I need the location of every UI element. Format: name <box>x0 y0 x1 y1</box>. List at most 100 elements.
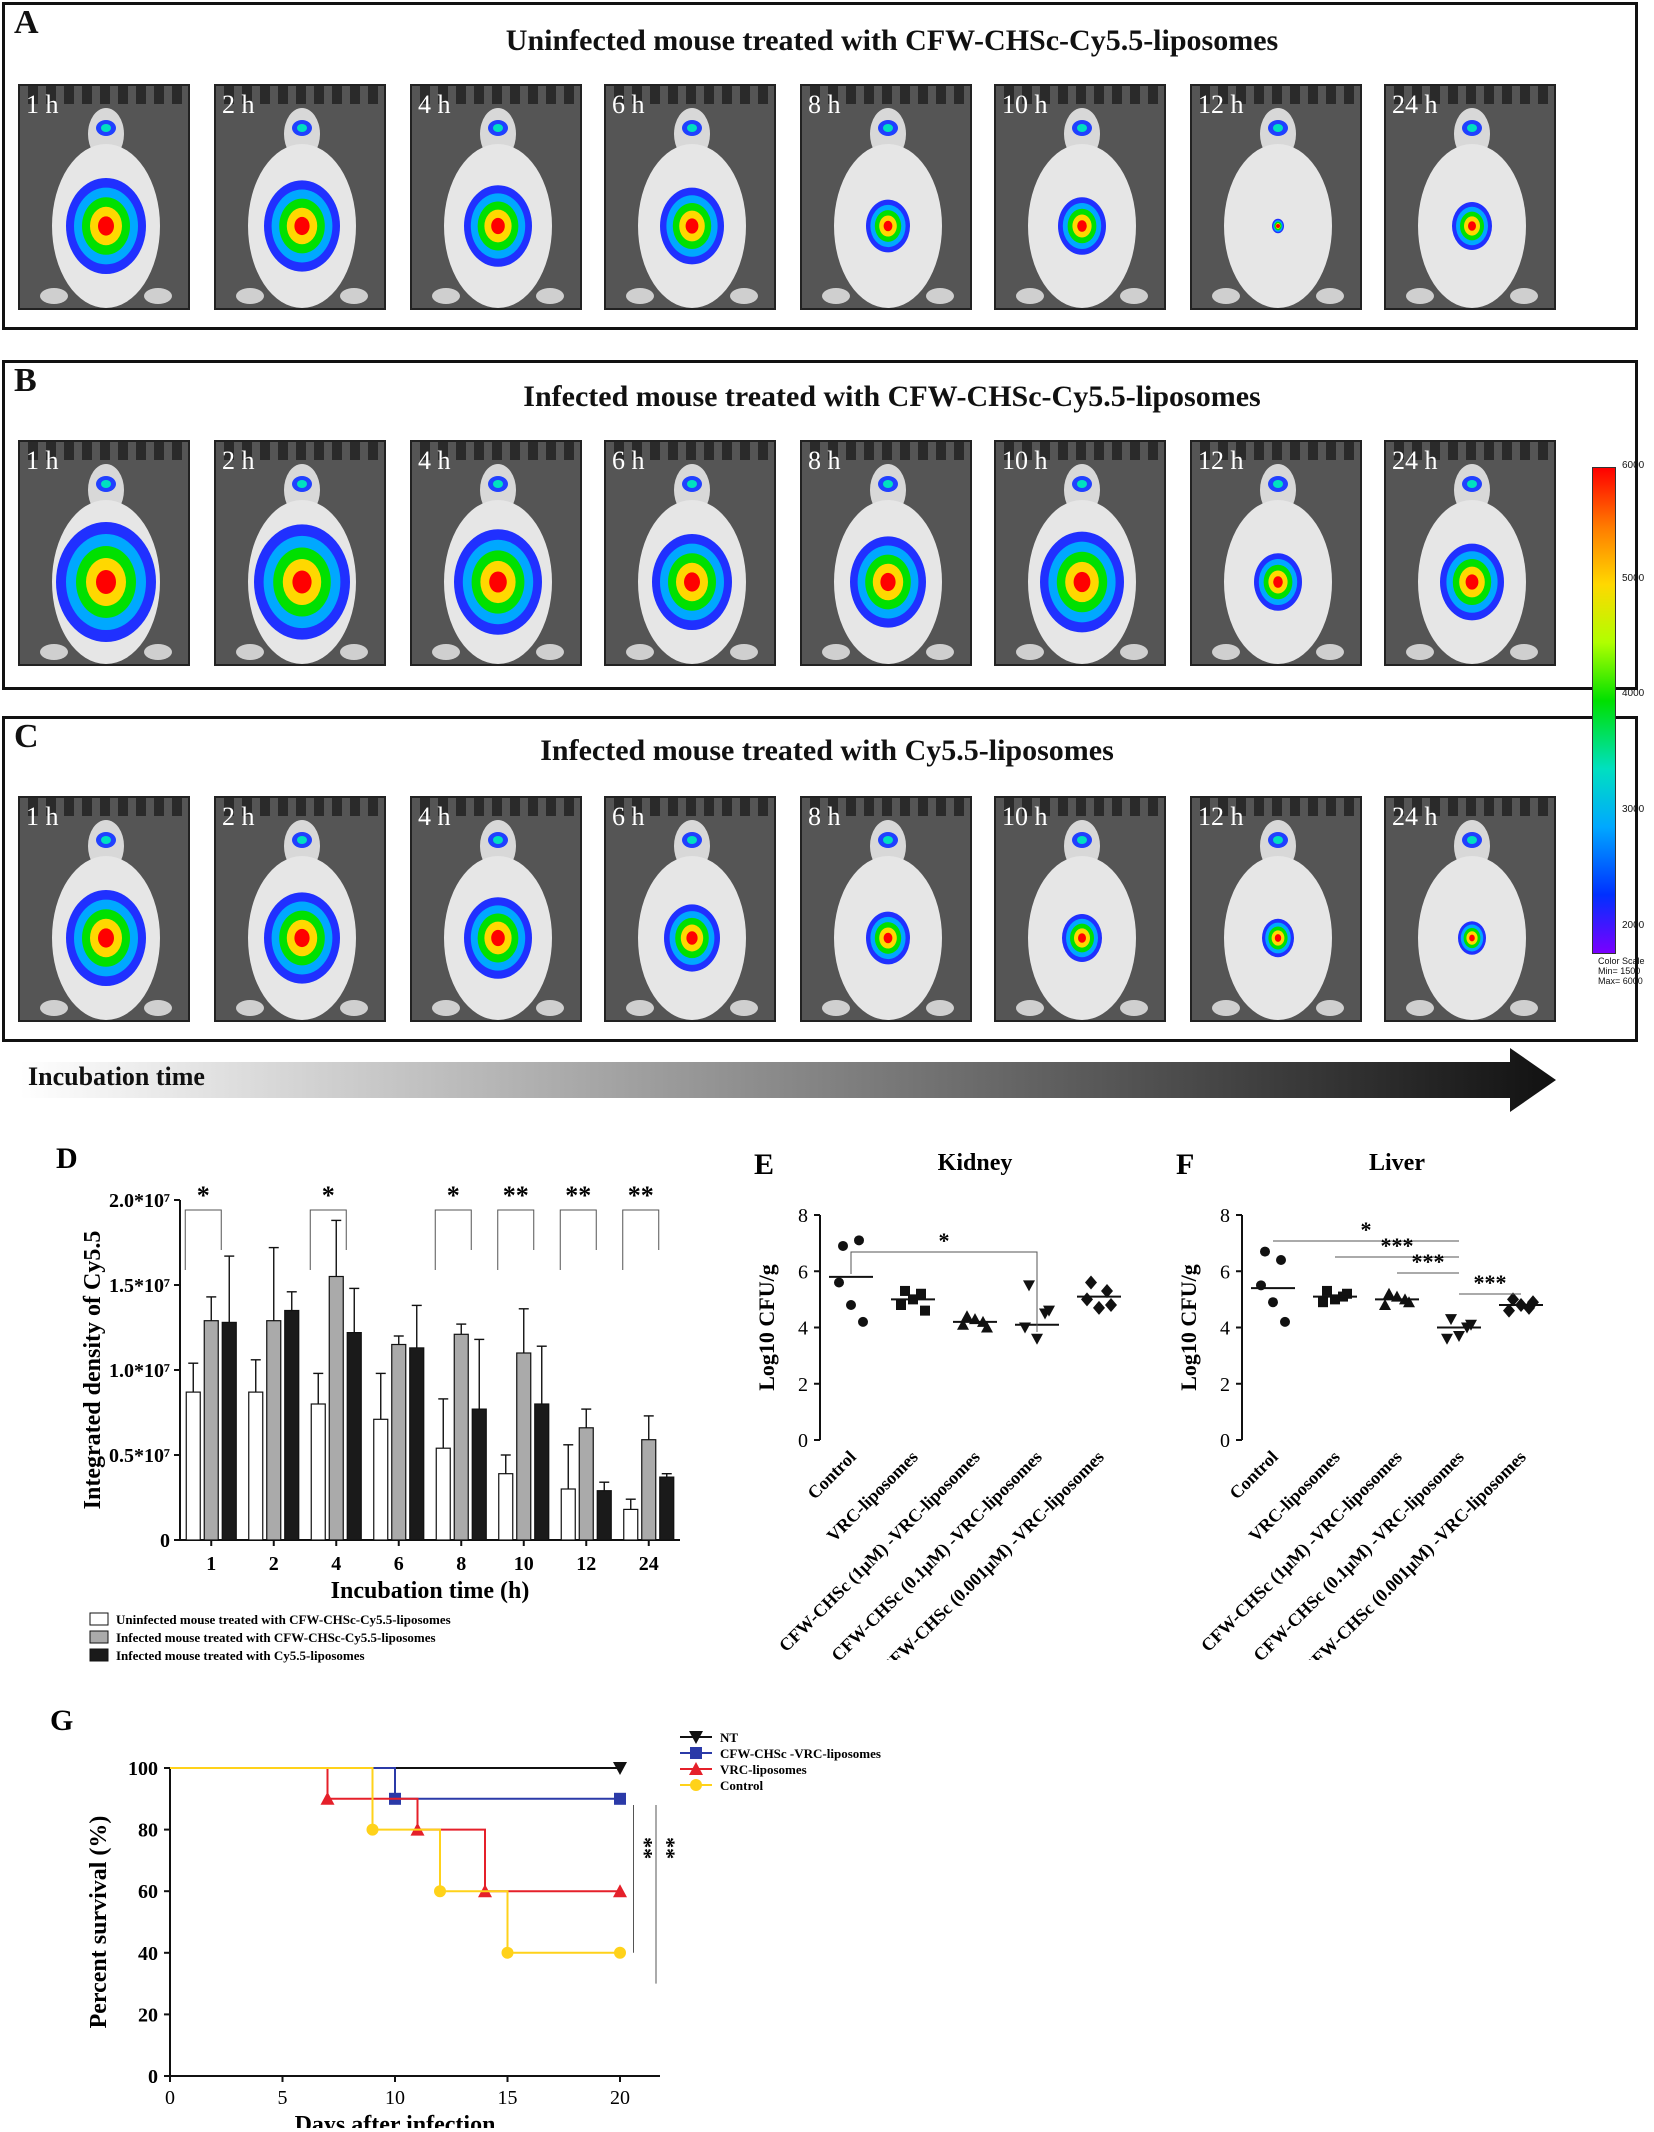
bar <box>328 1275 344 1541</box>
cage-bar <box>154 86 164 104</box>
cage-bar <box>1326 442 1336 460</box>
cage-bar <box>1040 86 1050 104</box>
mouse-image <box>1004 798 1158 1020</box>
mouse-image <box>28 86 182 308</box>
cage-bar <box>64 86 74 104</box>
time-label: 12 h <box>1198 90 1244 119</box>
cage-bar <box>224 798 234 816</box>
mouse-paw <box>730 644 758 660</box>
mouse-paw <box>1212 644 1240 660</box>
imaging-frame: 4 h <box>410 84 582 310</box>
cage-bar <box>900 798 910 816</box>
cage-bar <box>528 442 538 460</box>
mouse-paw <box>144 288 172 304</box>
data-point <box>366 1823 379 1836</box>
data-point <box>1260 1246 1270 1257</box>
significance-bracket <box>622 1209 660 1270</box>
x-tick-label: 1 <box>206 1553 216 1575</box>
signal-body <box>1273 576 1283 588</box>
significance-star: ** <box>633 1837 658 1859</box>
cage-bar <box>1394 798 1404 816</box>
imaging-frame: 8 h <box>800 440 972 666</box>
signal-body <box>883 220 893 232</box>
cage-bar <box>1076 86 1086 104</box>
cage-bar <box>1466 442 1476 460</box>
cage-bar <box>242 86 252 104</box>
cage-bar <box>474 798 484 816</box>
imaging-frame: 1 h <box>18 796 190 1022</box>
bar <box>203 1320 219 1541</box>
bar <box>659 1476 675 1541</box>
cage-bar <box>46 86 56 104</box>
cage-bar <box>1148 442 1158 460</box>
colorbar-min: Min= 1500 <box>1598 966 1641 976</box>
legend-label: Infected mouse treated with CFW-CHSc-Cy5… <box>116 1630 436 1645</box>
y-tick-label: 0 <box>798 1430 808 1452</box>
bar <box>560 1488 576 1541</box>
bar <box>373 1418 389 1541</box>
bar <box>516 1352 532 1541</box>
cage-bar <box>28 86 38 104</box>
cage-bar <box>154 442 164 460</box>
cage-bar <box>1200 86 1210 104</box>
mouse-paw <box>626 288 654 304</box>
chart-title: Liver <box>1369 1150 1425 1176</box>
cage-bar <box>650 798 660 816</box>
mouse-image <box>28 798 182 1020</box>
data-point <box>1276 1255 1286 1265</box>
cage-bar <box>1004 442 1014 460</box>
data-point <box>689 1762 703 1775</box>
cage-bar <box>368 798 378 816</box>
x-axis-label: Days after infection <box>295 2112 496 2128</box>
signal-head-core <box>883 480 893 488</box>
color-scale-bar <box>1592 467 1616 954</box>
bar <box>471 1408 487 1541</box>
bar <box>498 1473 514 1541</box>
cage-bar <box>46 798 56 816</box>
cage-bar <box>456 86 466 104</box>
signal-body <box>491 217 505 235</box>
panel-g-letter: G <box>50 1706 73 1737</box>
cage-bar <box>172 798 182 816</box>
signal-body <box>294 216 310 236</box>
cage-bar <box>1272 798 1282 816</box>
cage-bar <box>1236 442 1246 460</box>
mouse-paw <box>536 1000 564 1016</box>
cage-bar <box>242 798 252 816</box>
data-point <box>613 1762 627 1775</box>
mouse-image <box>224 442 378 664</box>
cage-bar <box>900 86 910 104</box>
cage-bar <box>546 442 556 460</box>
mouse-paw <box>1120 644 1148 660</box>
cage-bar <box>474 442 484 460</box>
signal-body <box>1276 224 1280 228</box>
mouse-image <box>810 86 964 308</box>
cage-bar <box>350 798 360 816</box>
significance-star: *** <box>1381 1233 1414 1258</box>
cage-bar <box>1094 86 1104 104</box>
signal-body <box>880 572 896 592</box>
data-point <box>1268 1297 1278 1308</box>
legend-swatch <box>89 1630 109 1644</box>
data-point <box>1023 1280 1035 1292</box>
cage-bar <box>704 798 714 816</box>
cage-bar <box>1412 442 1422 460</box>
cage-bar <box>332 86 342 104</box>
significance-star: * <box>322 1181 335 1210</box>
cage-bar <box>1520 86 1530 104</box>
signal-head-core <box>1467 836 1477 844</box>
signal-body <box>292 570 312 594</box>
cage-bar <box>632 798 642 816</box>
data-point <box>1465 1319 1477 1331</box>
cage-bar <box>918 442 928 460</box>
cage-bar <box>1112 442 1122 460</box>
cage-bar <box>650 86 660 104</box>
colorbar-max: Max= 6000 <box>1598 976 1643 986</box>
significance-bracket <box>434 1209 472 1270</box>
cage-bar <box>1412 86 1422 104</box>
imaging-frame: 4 h <box>410 796 582 1022</box>
data-point <box>1445 1314 1457 1326</box>
mouse-paw <box>340 288 368 304</box>
y-tick-label: 20 <box>138 2004 158 2026</box>
cage-bar <box>1502 442 1512 460</box>
